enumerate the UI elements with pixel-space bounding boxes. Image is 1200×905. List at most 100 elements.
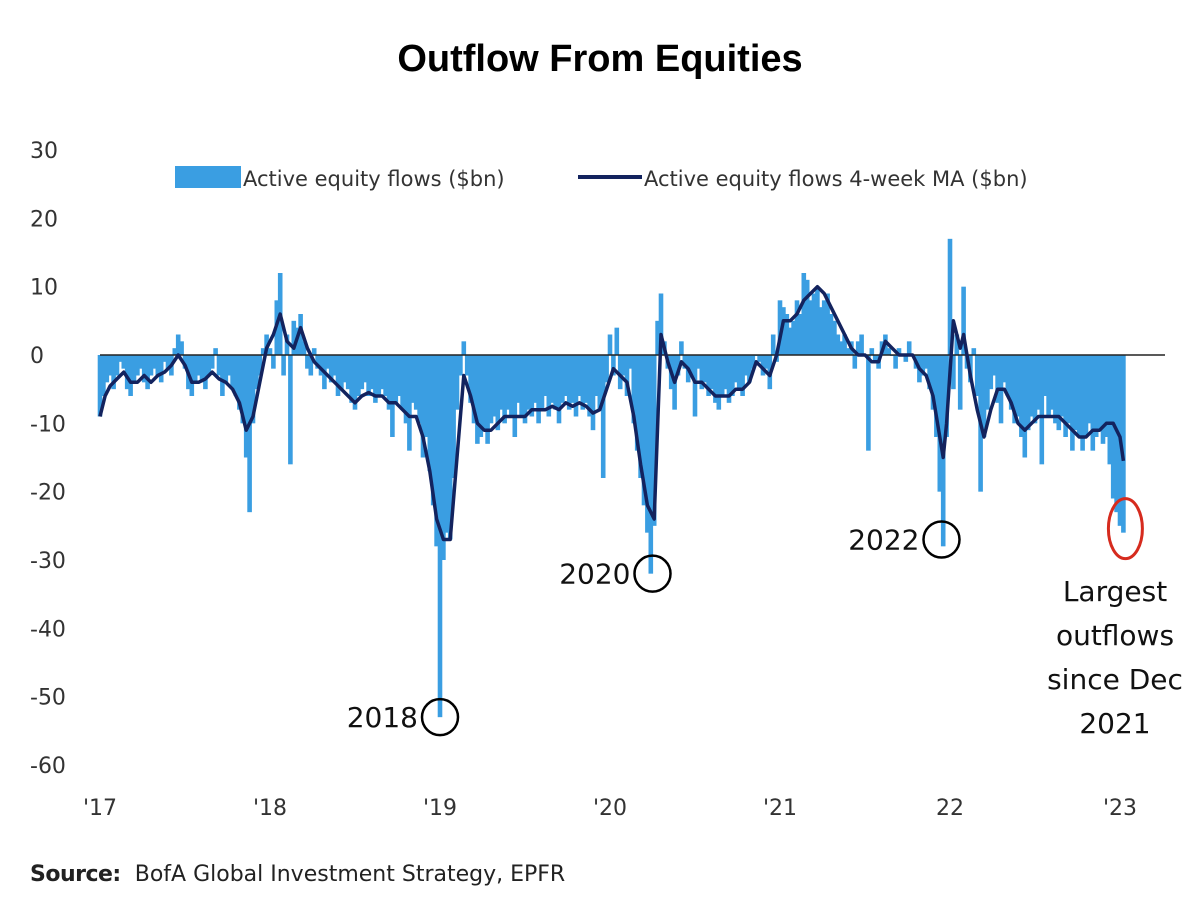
flow-bar [223, 355, 229, 383]
flow-bar [124, 355, 130, 390]
flow-bar [675, 355, 681, 376]
flow-bar [1005, 355, 1011, 396]
flow-bar [461, 341, 467, 355]
flow-bar [692, 355, 698, 417]
flow-bar [196, 355, 201, 376]
flow-bar [165, 355, 171, 369]
flow-bar [138, 355, 144, 369]
flow-bar [101, 355, 106, 396]
flow-bar [172, 348, 178, 355]
flow-bar [1049, 355, 1055, 410]
flow-bar [345, 355, 351, 390]
flow-bar [597, 355, 603, 410]
flow-bar [617, 355, 623, 390]
flow-bar [937, 355, 943, 492]
flow-bar [1083, 355, 1089, 437]
flow-bar [600, 355, 606, 478]
flow-bar [1076, 355, 1082, 437]
flow-bar [930, 355, 936, 410]
flow-bar [920, 355, 926, 376]
flow-bar [271, 355, 276, 369]
flow-bar [719, 355, 725, 396]
flow-bar [512, 355, 518, 437]
flow-bar [260, 348, 266, 355]
flow-bar [141, 355, 147, 383]
y-tick-label: -40 [30, 617, 66, 642]
flow-bar [832, 320, 837, 355]
flow-bar [631, 355, 637, 424]
flow-bar [570, 355, 575, 403]
flow-bar [492, 355, 497, 417]
flow-bar [689, 355, 694, 376]
flow-bar [641, 355, 647, 506]
flow-bar [532, 355, 538, 403]
flow-bar [645, 355, 650, 533]
y-tick-label: -10 [30, 412, 66, 437]
flow-bar [818, 307, 824, 355]
flow-bar [896, 348, 902, 355]
flow-bar [750, 355, 756, 369]
flow-bar [175, 334, 181, 355]
legend-label-ma: Active equity flows 4-week MA ($bn) [644, 167, 1028, 191]
flow-bar [624, 355, 630, 396]
highlight-circle [1106, 497, 1144, 561]
year-marker-label: 2018 [347, 701, 418, 734]
flow-bar [410, 355, 416, 403]
x-tick-label: '23 [1103, 796, 1137, 821]
flow-bar [444, 355, 450, 533]
flow-bar [757, 355, 762, 362]
flow-bar [216, 355, 222, 376]
flow-bar [305, 355, 310, 369]
flow-bar [226, 355, 232, 376]
y-tick-label: 0 [30, 344, 44, 369]
flow-bar [869, 348, 875, 355]
flow-bar [424, 355, 429, 437]
flow-bar [427, 355, 433, 472]
flow-bar [478, 355, 484, 437]
flow-bar [495, 355, 501, 431]
flow-bar [781, 307, 786, 355]
flow-bar [791, 320, 796, 355]
flow-bar [417, 355, 422, 424]
y-tick-label: -30 [30, 549, 66, 574]
x-tick-label: 22 [936, 796, 964, 821]
flow-bar [1107, 355, 1113, 465]
flow-bar [97, 355, 103, 417]
flow-bar [1073, 355, 1079, 431]
flow-bar [655, 320, 660, 355]
flow-bar [957, 355, 963, 410]
legend: Active equity flows ($bn) Active equity f… [175, 166, 1028, 191]
flow-bar [801, 273, 807, 355]
flow-bar [709, 355, 715, 390]
flow-bar [815, 286, 820, 355]
flow-bar [152, 355, 157, 369]
flow-bar [951, 355, 956, 390]
flow-bar [529, 355, 535, 417]
flow-bar [539, 355, 545, 410]
flow-bar [373, 355, 378, 403]
flow-bar [777, 300, 783, 355]
flow-bar [145, 355, 150, 390]
flow-bar [621, 355, 626, 376]
flow-bar [240, 355, 246, 424]
flow-bar [243, 355, 249, 458]
y-tick-label: 30 [30, 139, 58, 164]
flow-bar [162, 355, 167, 362]
flow-bar [1121, 355, 1126, 533]
flow-bar [1029, 355, 1034, 417]
flow-bar [794, 300, 800, 355]
moving-average-line [98, 284, 1126, 542]
flow-bar [247, 355, 252, 513]
flow-bar [1059, 355, 1065, 417]
flow-bar [468, 355, 473, 403]
flow-bar [825, 293, 830, 355]
flow-bar [308, 355, 314, 376]
flow-bar [1070, 355, 1075, 451]
flow-bar [291, 320, 297, 355]
flow-bar [787, 327, 793, 355]
flow-bar [859, 334, 864, 355]
flow-bar [638, 355, 643, 478]
flow-bar [220, 355, 225, 396]
flow-bar [1002, 355, 1007, 383]
flow-bar [434, 355, 439, 547]
